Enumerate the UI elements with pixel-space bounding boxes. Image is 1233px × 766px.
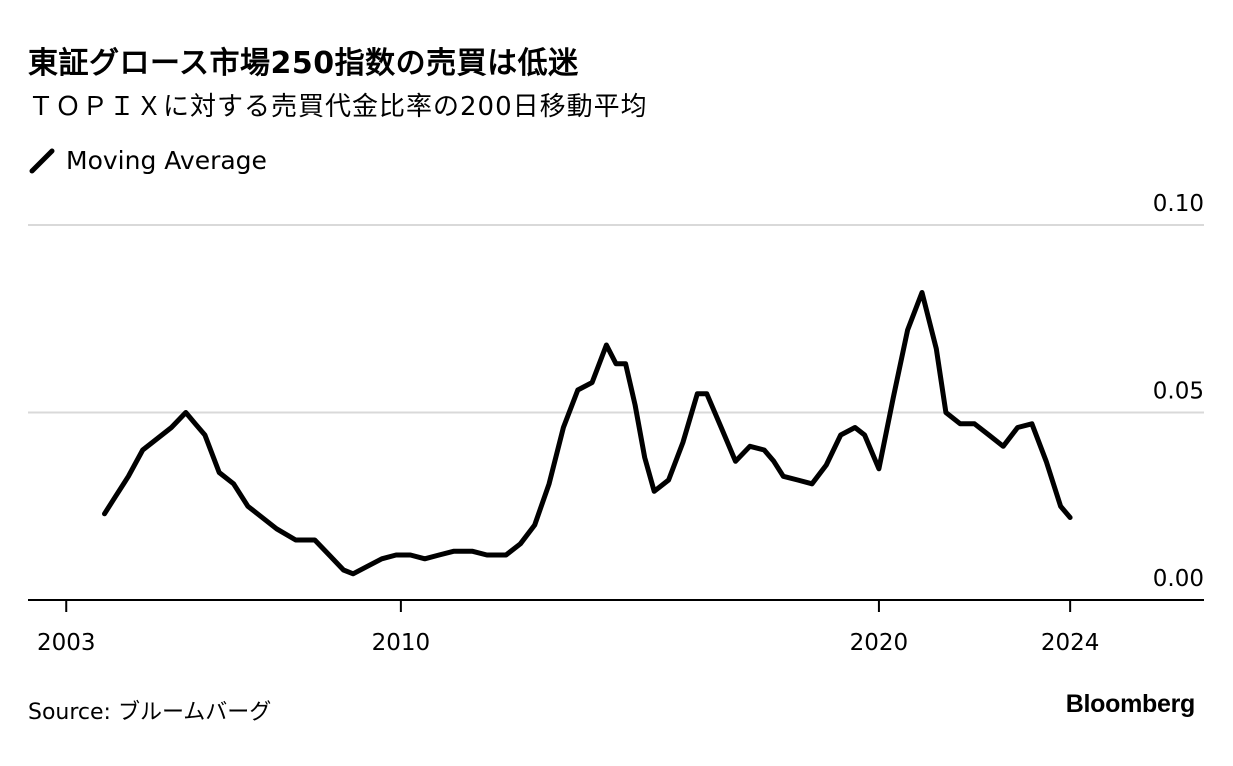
x-tick-label: 2020 — [850, 630, 909, 656]
bloomberg-logo: Bloomberg — [1065, 690, 1196, 718]
legend-label: Moving Average — [66, 146, 267, 175]
series-line-moving-average — [102, 290, 1073, 577]
chart-subtitle: ＴＯＰＩＸに対する売買代金比率の200日移動平均 — [28, 92, 648, 122]
series-layer — [102, 290, 1073, 577]
y-axis-labels: 0.00 0.05 0.10 — [1153, 191, 1204, 592]
y-tick-label: 0.05 — [1153, 379, 1204, 405]
source-note: Source: ブルームバーグ — [28, 700, 272, 725]
y-tick-label: 0.00 — [1153, 566, 1204, 592]
legend-line-icon — [29, 148, 55, 173]
x-tick-label: 2003 — [37, 630, 96, 656]
gridlines — [28, 224, 1204, 414]
chart-title: 東証グロース市場250指数の売買は低迷 — [28, 46, 579, 81]
x-tick-label: 2010 — [372, 630, 431, 656]
legend: Moving Average — [28, 146, 267, 175]
y-tick-label: 0.10 — [1153, 191, 1204, 217]
x-axis: 2003 2010 2020 2024 — [28, 599, 1204, 656]
x-tick-label: 2024 — [1041, 630, 1100, 656]
